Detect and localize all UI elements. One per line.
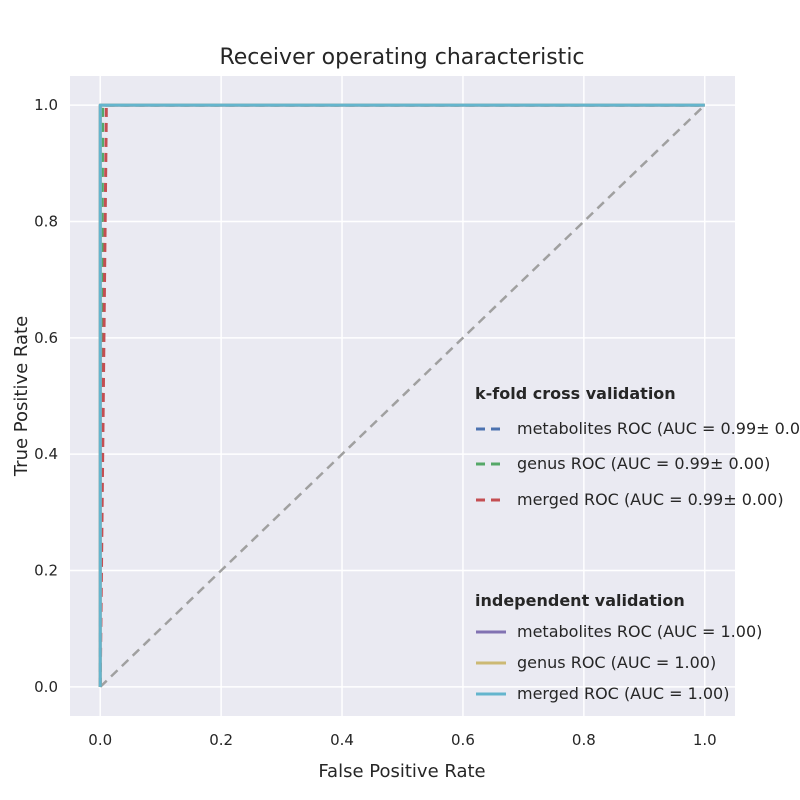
legend-title-kfold: k-fold cross validation <box>475 384 676 403</box>
x-tick-label: 0.4 <box>330 731 354 749</box>
x-tick-label: 0.8 <box>572 731 596 749</box>
y-tick-label: 0.6 <box>34 329 58 347</box>
series-line-merged-roc-independent <box>98 103 705 687</box>
y-axis-label: True Positive Rate <box>11 316 32 477</box>
grid <box>70 76 735 716</box>
x-tick-label: 1.0 <box>693 731 717 749</box>
legend-label-independent-metabolites: metabolites ROC (AUC = 1.00) <box>517 622 762 641</box>
y-tick-label: 0.4 <box>34 445 58 463</box>
series-layer <box>98 103 706 688</box>
y-tick-label: 1.0 <box>34 96 58 114</box>
series-line-chance <box>99 104 706 688</box>
tick-labels: 0.0 0.2 0.4 0.6 0.8 1.0 0.0 0.2 0.4 0.6 0.8 1.0 <box>34 96 717 749</box>
legend-label-kfold-metabolites: metabolites ROC (AUC = 0.99± 0.00) <box>517 419 800 438</box>
legend-label-independent-genus: genus ROC (AUC = 1.00) <box>517 653 716 672</box>
x-tick-label: 0.6 <box>451 731 475 749</box>
y-tick-label: 0.0 <box>34 678 58 696</box>
legend-label-independent-merged: merged ROC (AUC = 1.00) <box>517 684 729 703</box>
chart-title: Receiver operating characteristic <box>219 45 584 70</box>
series-line-merged-roc-k-fold <box>98 103 705 687</box>
legend: k-fold cross validation metabolites ROC … <box>475 384 800 703</box>
x-tick-label: 0.0 <box>88 731 112 749</box>
legend-label-kfold-genus: genus ROC (AUC = 0.99± 0.00) <box>517 454 770 473</box>
x-axis-label: False Positive Rate <box>318 761 485 782</box>
legend-title-independent: independent validation <box>475 591 685 610</box>
y-tick-label: 0.8 <box>34 212 58 230</box>
x-tick-label: 0.2 <box>209 731 233 749</box>
y-tick-label: 0.2 <box>34 562 58 580</box>
legend-label-kfold-merged: merged ROC (AUC = 0.99± 0.00) <box>517 490 784 509</box>
